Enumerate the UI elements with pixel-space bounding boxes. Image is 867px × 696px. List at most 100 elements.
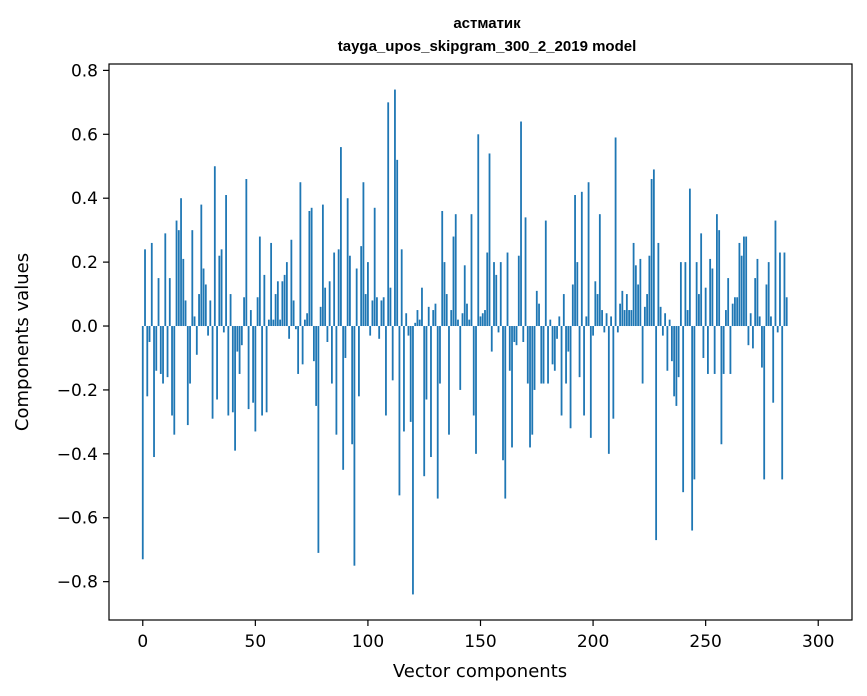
bar	[522, 326, 525, 342]
bar	[418, 319, 421, 327]
bar	[353, 326, 356, 566]
bar	[346, 198, 349, 327]
bar	[218, 255, 221, 327]
bar	[761, 326, 763, 368]
bar	[650, 179, 653, 327]
bar	[643, 306, 646, 327]
bar	[344, 326, 347, 358]
bar	[461, 313, 464, 327]
bar	[279, 319, 282, 327]
bar	[743, 236, 745, 327]
bar	[576, 262, 579, 327]
bar	[655, 326, 658, 541]
bar	[252, 326, 254, 403]
chart-subtitle: tayga_upos_skipgram_300_2_2019 model	[338, 38, 637, 55]
bar	[211, 326, 214, 419]
bar	[367, 262, 369, 327]
bar	[213, 166, 216, 327]
bar	[736, 297, 739, 327]
y-axis-label: Components values	[12, 253, 33, 431]
bar	[299, 182, 302, 327]
bar	[718, 230, 721, 327]
bar	[612, 326, 615, 419]
bar	[450, 310, 453, 327]
bar	[754, 278, 757, 327]
bar	[195, 326, 198, 355]
bar	[713, 326, 716, 374]
bar	[331, 326, 333, 384]
bar	[670, 326, 673, 362]
bar	[574, 195, 576, 327]
bar	[394, 89, 396, 327]
bar	[168, 278, 171, 327]
bar	[513, 326, 516, 342]
bar	[747, 326, 750, 346]
bar	[562, 294, 565, 327]
bar	[493, 262, 495, 327]
bar	[585, 316, 588, 327]
bar	[632, 242, 635, 327]
y-tick-label: 0.2	[71, 253, 98, 273]
bar	[430, 326, 432, 458]
bar	[328, 281, 331, 327]
bar	[434, 303, 437, 327]
bar	[756, 258, 759, 327]
bar	[234, 326, 236, 451]
bar	[457, 319, 459, 327]
bar	[445, 294, 448, 327]
bar	[236, 326, 239, 352]
bar	[776, 326, 779, 333]
bar	[702, 326, 705, 358]
bar	[569, 326, 572, 429]
bar	[265, 326, 268, 413]
bar	[698, 294, 700, 327]
bar	[222, 326, 225, 333]
bar	[423, 326, 426, 477]
bar	[389, 287, 392, 327]
bar	[448, 326, 450, 435]
bar	[207, 326, 209, 336]
bar	[729, 326, 732, 374]
bar	[157, 278, 160, 327]
bar	[425, 326, 428, 400]
bar	[486, 252, 489, 327]
bar	[463, 265, 466, 327]
bar	[531, 326, 534, 435]
bar	[159, 326, 162, 374]
bar	[301, 326, 304, 365]
bar	[396, 159, 399, 327]
bar	[583, 326, 585, 416]
bar	[310, 207, 313, 327]
bar	[285, 262, 288, 327]
bar	[538, 303, 540, 327]
y-tick-label: 0.8	[71, 61, 98, 81]
bar	[484, 310, 486, 327]
bar	[416, 310, 419, 327]
bar	[204, 284, 207, 327]
bar	[412, 326, 414, 595]
bar	[459, 326, 462, 390]
bar	[639, 258, 642, 327]
bar	[466, 303, 468, 327]
bar	[722, 326, 725, 374]
bar	[716, 214, 718, 327]
bar	[351, 326, 354, 445]
bar	[664, 313, 667, 327]
bar	[364, 294, 367, 327]
bar	[317, 326, 320, 553]
bar	[385, 326, 387, 416]
bar	[481, 313, 484, 327]
bar	[191, 230, 194, 327]
bar	[646, 294, 649, 327]
bar	[621, 290, 624, 327]
bar	[589, 326, 592, 438]
bar	[243, 297, 245, 327]
bar	[734, 297, 736, 327]
bar	[781, 326, 784, 480]
bar	[292, 300, 295, 327]
bar	[686, 310, 689, 327]
bar	[443, 262, 446, 327]
bar	[202, 268, 205, 327]
y-tick-label: −0.4	[57, 445, 98, 465]
bar	[524, 217, 527, 327]
